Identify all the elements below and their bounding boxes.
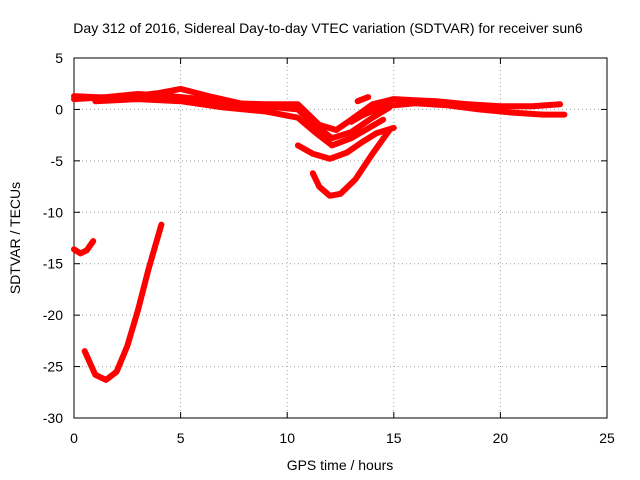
- series-line-sat-a: [71, 91, 564, 133]
- y-tick-label: -25: [43, 359, 63, 375]
- chart-title: Day 312 of 2016, Sidereal Day-to-day VTE…: [73, 20, 583, 36]
- y-tick-label: -30: [43, 410, 63, 426]
- series-line-sat-h: [71, 238, 97, 257]
- series-line-sat-g: [354, 94, 372, 105]
- x-tick-label: 25: [599, 430, 615, 446]
- y-tick-label: 5: [55, 50, 63, 66]
- x-tick-label: 20: [493, 430, 509, 446]
- x-tick-label: 5: [177, 430, 185, 446]
- x-tick-label: 15: [386, 430, 402, 446]
- series-line-sat-c: [92, 96, 387, 149]
- x-tick-label: 10: [279, 430, 295, 446]
- series-line-sat-i: [81, 221, 165, 383]
- data-series: [71, 85, 568, 383]
- y-tick-label: -15: [43, 256, 63, 272]
- series-line-sat-e: [309, 127, 393, 199]
- y-axis-label: SDTVAR / TECUs: [7, 182, 23, 294]
- axis-ticks: 0 5 10 15 20 25 5 0 -5 -10 -15 -20 -25 -30: [43, 50, 615, 446]
- y-tick-label: -20: [43, 307, 63, 323]
- series-line-sat-f: [348, 100, 568, 125]
- plot-frame: [73, 57, 608, 419]
- x-tick-label: 0: [70, 430, 78, 446]
- y-tick-label: -10: [43, 204, 63, 220]
- y-tick-label: -5: [51, 153, 64, 169]
- series-line-sat-b: [71, 85, 393, 142]
- x-axis-label: GPS time / hours: [287, 457, 394, 473]
- y-tick-label: 0: [55, 101, 63, 117]
- series-line-sat-d: [294, 124, 397, 162]
